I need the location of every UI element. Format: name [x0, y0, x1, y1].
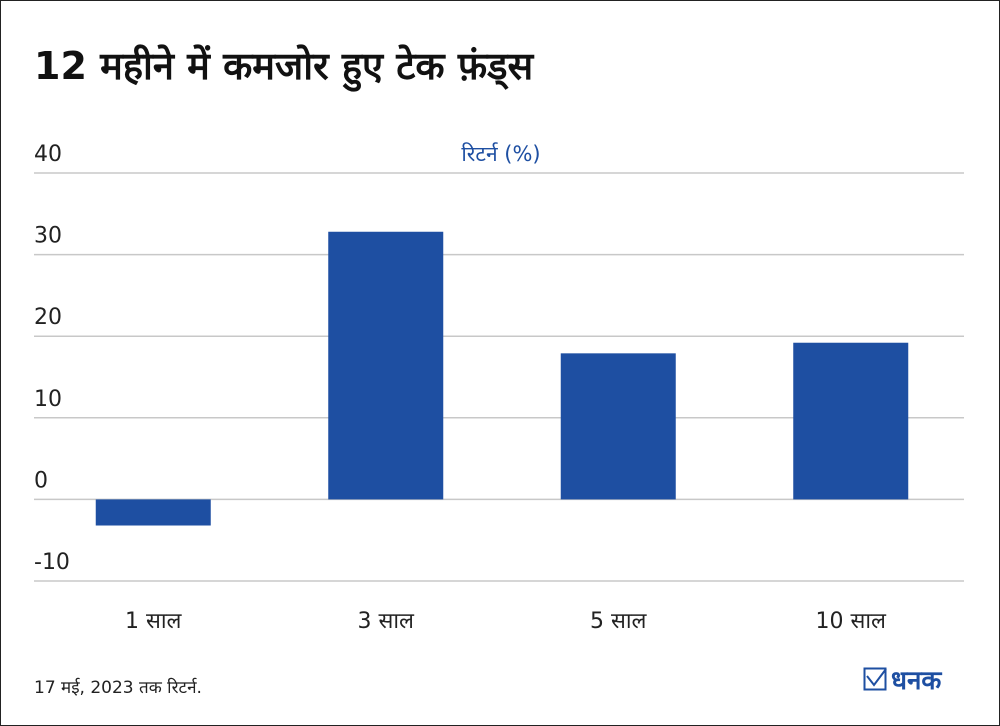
bar: [793, 342, 909, 500]
y-tick-label: 10: [34, 387, 62, 412]
chart-subtitle: रिटर्न (%): [461, 142, 540, 166]
x-tick-label: 3 साल: [358, 609, 416, 634]
y-tick-label: 20: [34, 305, 62, 330]
y-tick-label: -10: [34, 550, 70, 575]
logo: धनक: [863, 661, 941, 697]
bar: [328, 231, 444, 500]
x-tick-label: 5 साल: [590, 609, 648, 634]
bar: [560, 353, 676, 500]
chart-title: 12 महीने में कमजोर हुए टेक फ़ंड्स: [34, 44, 534, 88]
y-tick-label: 40: [34, 142, 62, 167]
y-tick-label: 0: [34, 468, 48, 493]
checkbox-icon: [863, 667, 887, 691]
logo-text: धनक: [891, 666, 942, 696]
bar: [95, 499, 211, 526]
x-tick-label: 10 साल: [816, 609, 888, 634]
footnote: 17 मई, 2023 तक रिटर्न.: [34, 678, 202, 698]
y-tick-label: 30: [34, 224, 62, 249]
x-tick-label: 1 साल: [125, 609, 183, 634]
